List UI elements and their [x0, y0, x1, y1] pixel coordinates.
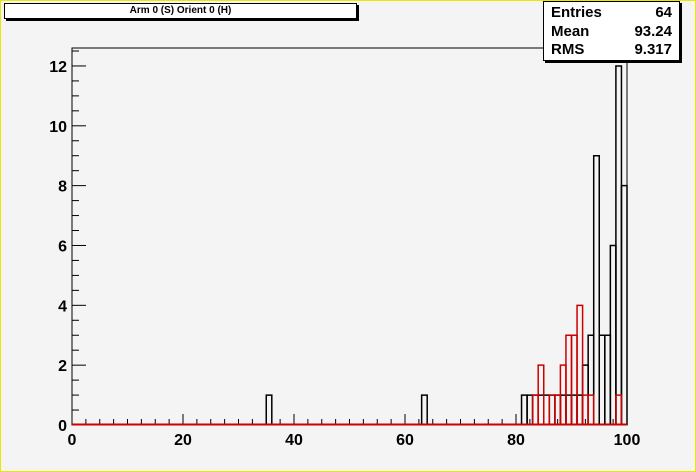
stat-mean: Mean 93.24 — [551, 23, 672, 41]
histogram-bin-black — [620, 184, 628, 425]
x-tick-label: 0 — [68, 432, 77, 449]
histogram-bin-black — [420, 394, 428, 425]
stat-entries-value: 64 — [655, 4, 672, 21]
histogram-bin-black — [265, 394, 273, 425]
x-tick-label: 40 — [285, 432, 303, 449]
histogram-bin-red — [615, 394, 623, 425]
stats-box: Entries 64 Mean 93.24 RMS 9.317 — [543, 1, 680, 61]
plot-frame — [71, 47, 628, 426]
x-tick-label: 20 — [174, 432, 192, 449]
y-tick-label: 2 — [58, 358, 67, 375]
y-tick-label: 4 — [58, 298, 67, 315]
histogram-bin-black — [592, 154, 600, 425]
stat-mean-value: 93.24 — [634, 23, 672, 40]
histogram-bin-red — [587, 394, 595, 425]
x-tick-label: 100 — [614, 432, 641, 449]
stat-entries: Entries 64 — [551, 4, 672, 22]
x-tick-label: 60 — [396, 432, 414, 449]
stat-rms-value: 9.317 — [634, 41, 672, 58]
y-tick-label: 8 — [58, 179, 67, 196]
y-tick-label: 0 — [58, 418, 67, 435]
stat-mean-label: Mean — [551, 23, 590, 40]
histogram-bin-red — [576, 304, 584, 425]
stat-rms: RMS 9.317 — [551, 41, 672, 59]
y-tick-label: 12 — [49, 59, 67, 76]
x-tick-label: 80 — [507, 432, 525, 449]
stat-entries-label: Entries — [551, 4, 602, 21]
histogram-title: Arm 0 (S) Orient 0 (H) — [4, 3, 357, 19]
y-tick-label: 6 — [58, 238, 67, 255]
histogram-bin-red — [537, 364, 545, 425]
y-tick-label: 10 — [49, 119, 67, 136]
stat-rms-label: RMS — [551, 41, 585, 58]
